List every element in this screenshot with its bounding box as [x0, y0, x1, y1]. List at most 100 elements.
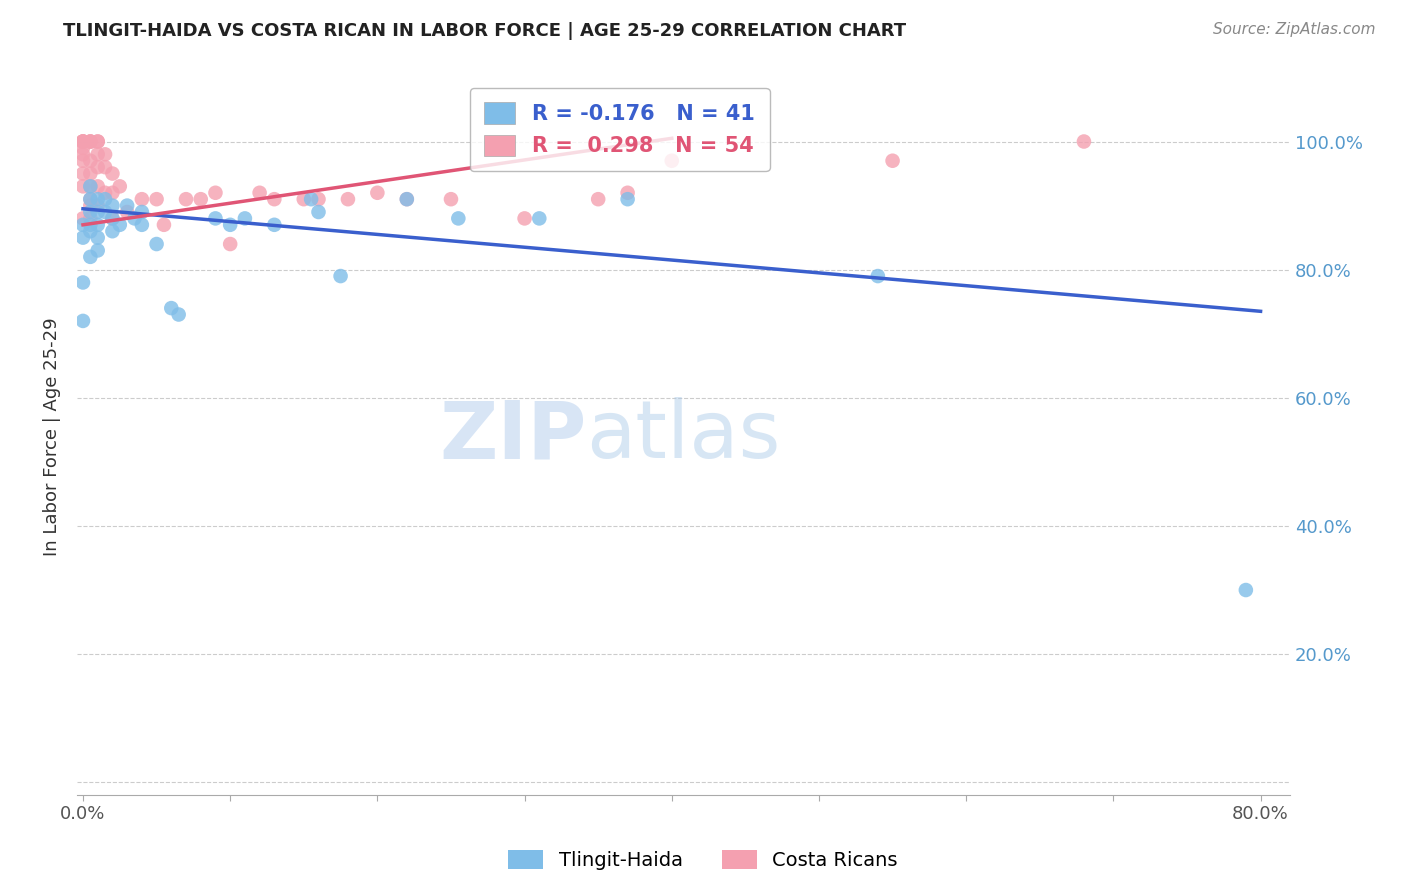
Point [79, 211, 101, 226]
Point [145, 192, 167, 206]
Point [299, 192, 322, 206]
Point [131, 192, 153, 206]
Point [249, 186, 271, 200]
Point [72, 167, 94, 181]
Point [86, 135, 108, 149]
Point [882, 153, 904, 168]
Point [79, 135, 101, 149]
Point [190, 192, 212, 206]
Point [79, 192, 101, 206]
Point [72, 135, 94, 149]
Point [263, 218, 285, 232]
Point [101, 211, 124, 226]
Point [94, 186, 117, 200]
Text: atlas: atlas [586, 397, 780, 475]
Point [86, 192, 108, 206]
Point [94, 160, 117, 174]
Point [329, 268, 352, 283]
Y-axis label: In Labor Force | Age 25-29: In Labor Force | Age 25-29 [44, 317, 60, 556]
Text: ZIP: ZIP [439, 397, 586, 475]
Point [94, 192, 117, 206]
Point [866, 268, 889, 283]
Point [108, 218, 131, 232]
Point [586, 192, 609, 206]
Point [145, 237, 167, 252]
Point [72, 211, 94, 226]
Point [292, 192, 315, 206]
Point [86, 160, 108, 174]
Point [153, 218, 176, 232]
Point [616, 186, 638, 200]
Point [366, 186, 388, 200]
Point [101, 211, 124, 226]
Point [219, 218, 242, 232]
Point [79, 250, 101, 264]
Point [124, 211, 146, 226]
Point [101, 198, 124, 212]
Point [174, 192, 197, 206]
Point [79, 192, 101, 206]
Point [72, 276, 94, 290]
Point [108, 179, 131, 194]
Point [101, 224, 124, 238]
Point [440, 192, 463, 206]
Point [72, 314, 94, 328]
Point [204, 186, 226, 200]
Point [94, 147, 117, 161]
Point [72, 153, 94, 168]
Point [395, 192, 418, 206]
Point [72, 179, 94, 194]
Point [233, 211, 256, 226]
Point [79, 167, 101, 181]
Point [72, 230, 94, 244]
Legend: Tlingit-Haida, Costa Ricans: Tlingit-Haida, Costa Ricans [501, 842, 905, 878]
Point [308, 205, 330, 219]
Point [336, 192, 359, 206]
Point [79, 179, 101, 194]
Point [661, 153, 683, 168]
Point [204, 211, 226, 226]
Point [86, 244, 108, 258]
Point [86, 179, 108, 194]
Legend: R = -0.176   N = 41, R =  0.298   N = 54: R = -0.176 N = 41, R = 0.298 N = 54 [470, 87, 769, 171]
Point [79, 224, 101, 238]
Point [131, 218, 153, 232]
Point [160, 301, 183, 315]
Point [79, 135, 101, 149]
Point [167, 308, 190, 322]
Text: Source: ZipAtlas.com: Source: ZipAtlas.com [1212, 22, 1375, 37]
Text: TLINGIT-HAIDA VS COSTA RICAN IN LABOR FORCE | AGE 25-29 CORRELATION CHART: TLINGIT-HAIDA VS COSTA RICAN IN LABOR FO… [63, 22, 907, 40]
Point [616, 192, 638, 206]
Point [72, 218, 94, 232]
Point [94, 205, 117, 219]
Point [513, 211, 536, 226]
Point [72, 135, 94, 149]
Point [263, 192, 285, 206]
Point [447, 211, 470, 226]
Point [79, 205, 101, 219]
Point [395, 192, 418, 206]
Point [131, 205, 153, 219]
Point [308, 192, 330, 206]
Point [115, 198, 138, 212]
Point [86, 230, 108, 244]
Point [79, 135, 101, 149]
Point [86, 205, 108, 219]
Point [101, 167, 124, 181]
Point [101, 186, 124, 200]
Point [1073, 135, 1095, 149]
Point [79, 198, 101, 212]
Point [72, 147, 94, 161]
Point [79, 179, 101, 194]
Point [72, 135, 94, 149]
Point [86, 147, 108, 161]
Point [219, 237, 242, 252]
Point [529, 211, 551, 226]
Point [1234, 582, 1257, 597]
Point [79, 153, 101, 168]
Point [72, 141, 94, 155]
Point [86, 218, 108, 232]
Point [115, 205, 138, 219]
Point [79, 218, 101, 232]
Point [86, 198, 108, 212]
